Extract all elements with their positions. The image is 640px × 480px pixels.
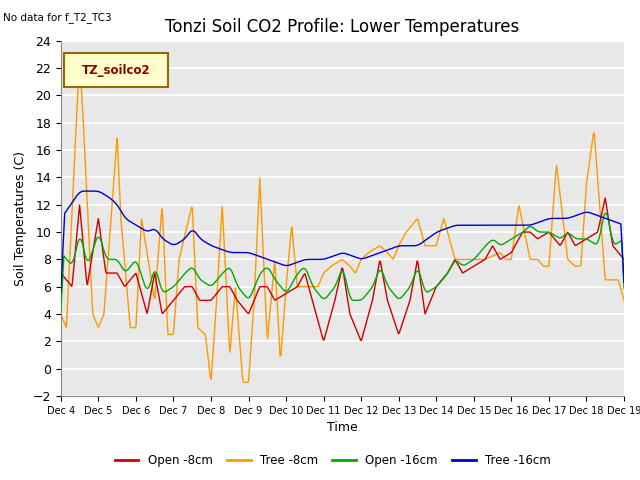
FancyBboxPatch shape <box>63 53 168 87</box>
Text: TZ_soilco2: TZ_soilco2 <box>81 64 150 77</box>
Title: Tonzi Soil CO2 Profile: Lower Temperatures: Tonzi Soil CO2 Profile: Lower Temperatur… <box>165 18 520 36</box>
Legend: Open -8cm, Tree -8cm, Open -16cm, Tree -16cm: Open -8cm, Tree -8cm, Open -16cm, Tree -… <box>110 449 556 472</box>
Text: No data for f_T2_TC3: No data for f_T2_TC3 <box>3 12 112 23</box>
X-axis label: Time: Time <box>327 421 358 434</box>
Y-axis label: Soil Temperatures (C): Soil Temperatures (C) <box>14 151 27 286</box>
